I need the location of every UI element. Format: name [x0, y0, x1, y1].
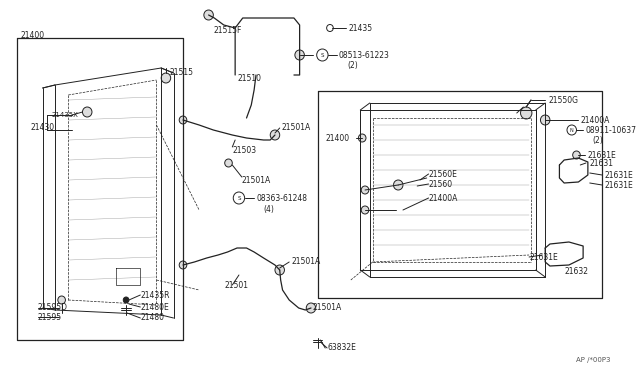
- Text: 21631E: 21631E: [529, 253, 558, 262]
- Text: 21501A: 21501A: [242, 176, 271, 185]
- Text: 21480: 21480: [140, 314, 164, 323]
- Text: 21435X: 21435X: [51, 112, 78, 118]
- Circle shape: [520, 107, 532, 119]
- Circle shape: [161, 73, 171, 83]
- Text: 21631: 21631: [589, 158, 614, 167]
- Circle shape: [573, 151, 580, 159]
- Text: 21515: 21515: [170, 67, 194, 77]
- Circle shape: [275, 265, 284, 275]
- Circle shape: [124, 297, 129, 303]
- Text: 21632: 21632: [564, 267, 588, 276]
- Text: 21400: 21400: [325, 134, 349, 142]
- Circle shape: [361, 206, 369, 214]
- Text: 08911-10637: 08911-10637: [585, 125, 636, 135]
- Text: 21501A: 21501A: [291, 257, 321, 266]
- Circle shape: [204, 10, 213, 20]
- Text: AP /*00P3: AP /*00P3: [577, 357, 611, 363]
- Circle shape: [83, 107, 92, 117]
- Text: 21400A: 21400A: [429, 193, 458, 202]
- Text: 21501: 21501: [225, 280, 249, 289]
- Text: 21435R: 21435R: [140, 291, 170, 299]
- Text: 21595D: 21595D: [38, 304, 68, 312]
- Circle shape: [540, 115, 550, 125]
- Circle shape: [225, 159, 232, 167]
- Text: 21631E: 21631E: [588, 151, 616, 160]
- Text: 21503: 21503: [232, 145, 257, 154]
- Text: 21435: 21435: [349, 23, 373, 32]
- Circle shape: [394, 180, 403, 190]
- Text: 21560E: 21560E: [429, 170, 458, 179]
- Text: S: S: [321, 52, 324, 58]
- Text: 21430: 21430: [30, 122, 54, 131]
- Text: 21560: 21560: [429, 180, 452, 189]
- Text: 08513-61223: 08513-61223: [339, 51, 389, 60]
- Circle shape: [358, 134, 366, 142]
- Text: 21550G: 21550G: [548, 96, 578, 105]
- Circle shape: [179, 116, 187, 124]
- Text: 63832E: 63832E: [327, 343, 356, 353]
- Circle shape: [295, 50, 305, 60]
- Text: 21501A: 21501A: [282, 122, 311, 131]
- Text: 21631E: 21631E: [605, 170, 634, 180]
- Circle shape: [179, 261, 187, 269]
- Text: 21480E: 21480E: [140, 302, 169, 311]
- Text: S: S: [237, 196, 241, 201]
- Text: (2): (2): [593, 135, 604, 144]
- Text: (4): (4): [264, 205, 275, 214]
- Text: N: N: [570, 128, 573, 132]
- Text: 21400: 21400: [21, 31, 45, 39]
- Circle shape: [270, 130, 280, 140]
- Circle shape: [361, 186, 369, 194]
- Text: 21501A: 21501A: [313, 304, 342, 312]
- Text: 21515F: 21515F: [213, 26, 242, 35]
- Text: 21595: 21595: [38, 312, 62, 321]
- Text: (2): (2): [347, 61, 358, 70]
- Text: 08363-61248: 08363-61248: [256, 193, 307, 202]
- Text: 21631E: 21631E: [605, 180, 634, 189]
- Circle shape: [58, 296, 65, 304]
- Circle shape: [307, 303, 316, 313]
- Text: 21510: 21510: [237, 74, 261, 83]
- Text: 21400A: 21400A: [580, 115, 610, 125]
